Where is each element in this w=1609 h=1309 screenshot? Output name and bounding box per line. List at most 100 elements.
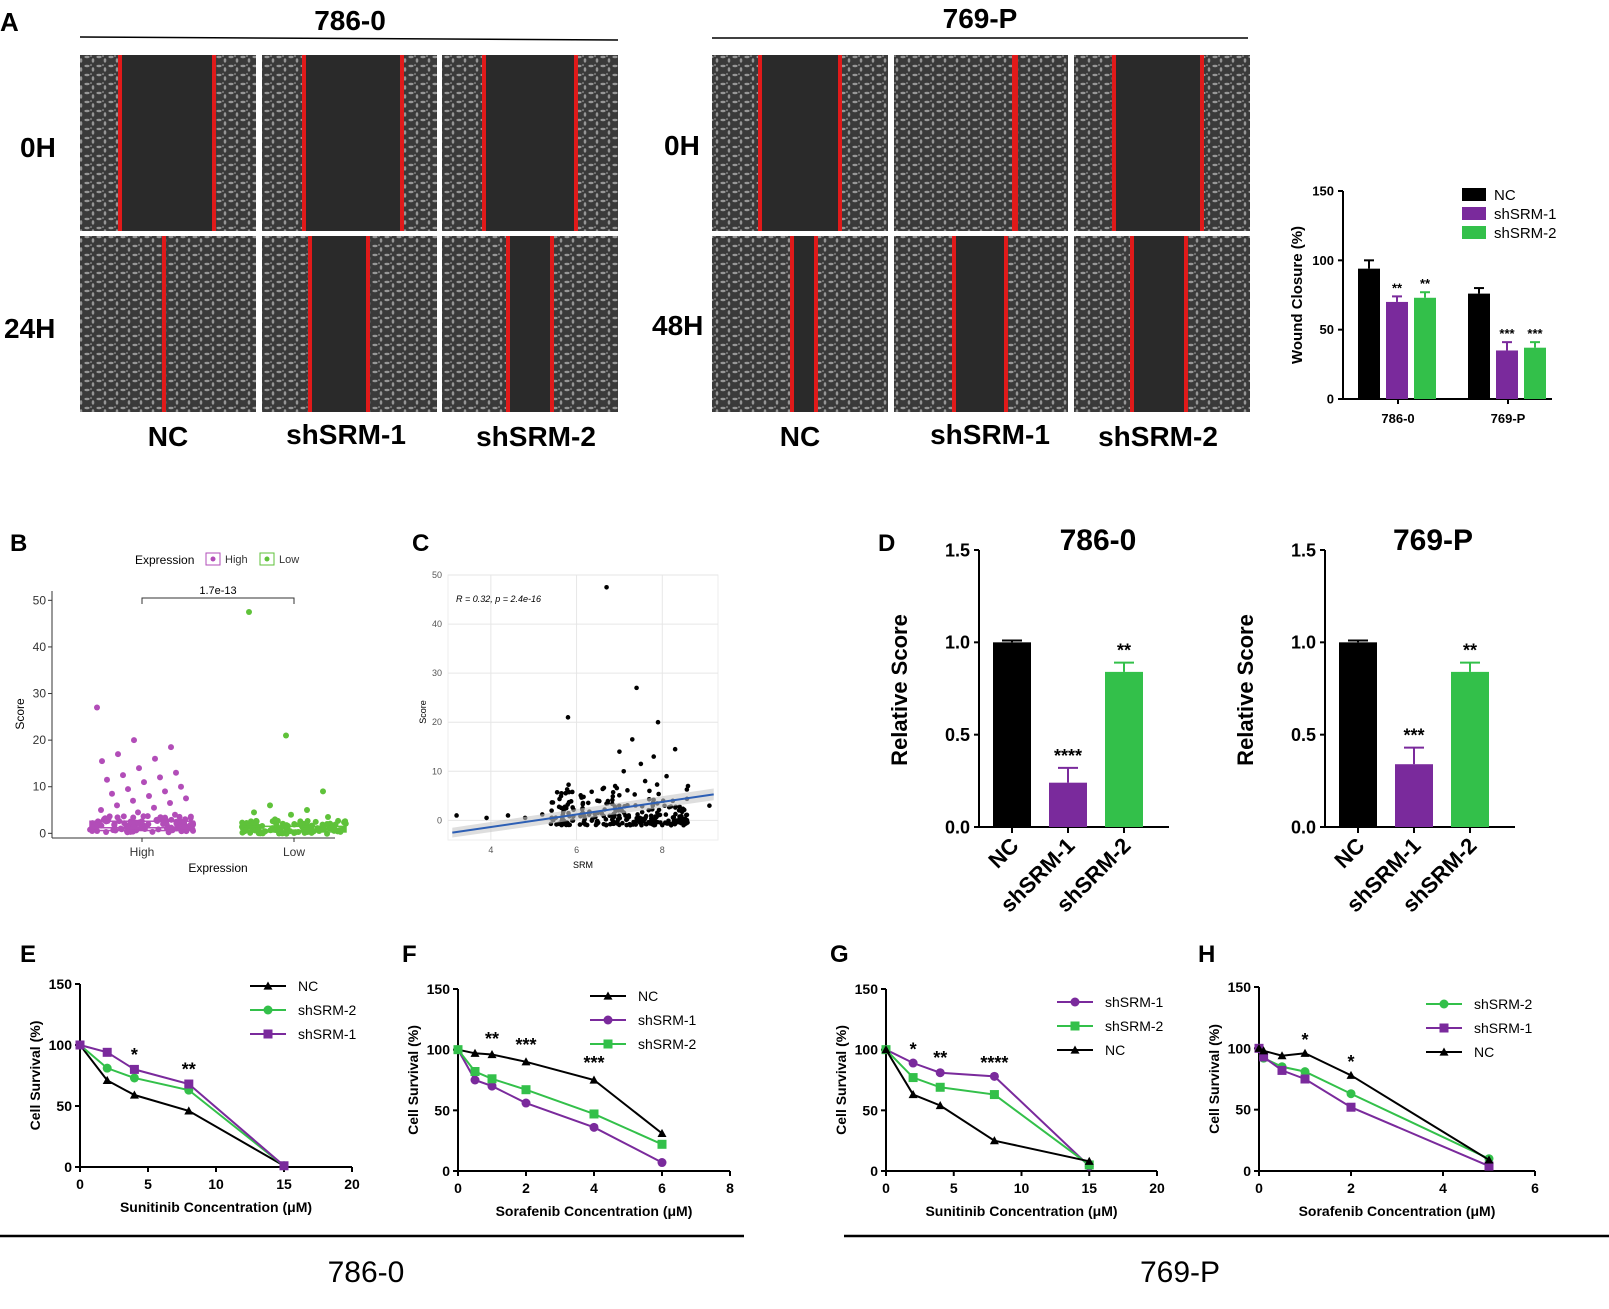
wound-gap bbox=[1132, 236, 1186, 412]
data-point bbox=[621, 768, 627, 774]
y-tick-label: 50 bbox=[432, 570, 442, 580]
data-point bbox=[632, 792, 637, 797]
data-point bbox=[589, 789, 594, 795]
data-point bbox=[657, 1158, 667, 1168]
bar bbox=[1451, 671, 1489, 827]
y-tick-label: 100 bbox=[49, 1037, 73, 1053]
data-point bbox=[1070, 1021, 1080, 1031]
data-point bbox=[98, 807, 104, 814]
legend-label: shSRM-1 bbox=[1474, 1020, 1533, 1036]
y-tick-label: 0.5 bbox=[945, 725, 970, 745]
data-point bbox=[272, 816, 278, 823]
x-tick-label: 10 bbox=[208, 1176, 224, 1192]
d-title: 769-P bbox=[1393, 524, 1473, 557]
correlation-annotation: R = 0.32, p = 2.4e-16 bbox=[456, 594, 541, 604]
data-point bbox=[589, 1122, 599, 1132]
data-point bbox=[1070, 997, 1080, 1007]
data-point bbox=[152, 755, 158, 762]
data-point bbox=[585, 800, 591, 806]
panel-a-right-title: 769-P bbox=[943, 3, 1018, 34]
data-point bbox=[685, 783, 691, 789]
data-point bbox=[612, 783, 618, 789]
y-tick-label: 50 bbox=[862, 1102, 878, 1118]
box bbox=[89, 820, 195, 832]
significance-label: ** bbox=[933, 1048, 947, 1068]
c-x-label: SRM bbox=[573, 860, 593, 870]
sorafenib-786-chart: 0 50 100 150 0 2 4 6 8 Sorafenib Concentration (μ… bbox=[405, 981, 734, 1219]
data-point bbox=[263, 1029, 273, 1039]
data-point bbox=[102, 1047, 112, 1057]
data-point bbox=[638, 761, 644, 767]
significance-label: * bbox=[131, 1045, 138, 1065]
x-tick-label: 5 bbox=[144, 1176, 152, 1192]
microscopy-images bbox=[80, 55, 1250, 412]
bar bbox=[1105, 671, 1143, 827]
y-tick-label: 150 bbox=[49, 976, 73, 992]
significance-label: *** bbox=[1499, 326, 1515, 341]
data-point bbox=[634, 685, 639, 691]
data-point bbox=[677, 804, 682, 810]
x-tick-label: 8 bbox=[726, 1180, 734, 1196]
data-point bbox=[1300, 1048, 1310, 1057]
legend-label: shSRM-2 bbox=[1474, 996, 1533, 1012]
y-tick-label: 50 bbox=[33, 593, 47, 607]
significance-label: **** bbox=[1054, 746, 1082, 766]
data-point bbox=[487, 1050, 497, 1059]
legend-label: NC bbox=[1494, 187, 1516, 204]
legend-label: NC bbox=[298, 978, 318, 994]
data-point bbox=[114, 802, 120, 809]
legend-swatch-dot bbox=[264, 556, 270, 562]
significance-label: *** bbox=[1403, 726, 1424, 746]
condition-shsrm2-right: shSRM-2 bbox=[1098, 421, 1218, 452]
x-tick-label: 20 bbox=[1149, 1180, 1165, 1196]
data-point bbox=[567, 822, 573, 828]
data-point bbox=[550, 800, 556, 805]
row-label-48h: 48H bbox=[652, 310, 703, 341]
data-point bbox=[129, 1073, 139, 1083]
data-point bbox=[637, 815, 643, 821]
bar bbox=[1524, 347, 1546, 399]
data-point bbox=[1070, 1045, 1080, 1054]
a-y-label: Wound Closure (%) bbox=[1289, 226, 1306, 364]
data-point bbox=[109, 790, 115, 797]
data-point bbox=[184, 1079, 194, 1089]
y-tick-label: 0 bbox=[64, 1159, 72, 1175]
micrograph-image bbox=[894, 55, 1068, 231]
data-point bbox=[935, 1082, 945, 1092]
bar bbox=[993, 642, 1031, 827]
data-point bbox=[908, 1058, 918, 1068]
significance-label: *** bbox=[583, 1053, 604, 1073]
x-tick-label: 20 bbox=[344, 1176, 360, 1192]
data-point bbox=[470, 1075, 480, 1085]
data-point bbox=[589, 1075, 599, 1084]
significance-label: ** bbox=[1463, 641, 1477, 661]
x-tick-label: 2 bbox=[1347, 1180, 1355, 1196]
legend-label: NC bbox=[638, 988, 658, 1004]
data-point bbox=[1346, 1070, 1356, 1079]
wound-gap bbox=[1114, 55, 1202, 231]
legend-label: shSRM-1 bbox=[1105, 994, 1164, 1010]
data-point bbox=[484, 815, 489, 821]
data-point bbox=[288, 811, 294, 818]
y-tick-label: 0 bbox=[39, 826, 46, 840]
data-point bbox=[1439, 1023, 1449, 1033]
y-tick-label: 150 bbox=[855, 981, 879, 997]
data-point bbox=[279, 1161, 289, 1171]
data-point bbox=[580, 800, 586, 806]
bar bbox=[1358, 268, 1380, 399]
data-point bbox=[664, 821, 669, 826]
y-tick-label: 20 bbox=[432, 717, 442, 727]
y-tick-label: 0 bbox=[1327, 392, 1334, 407]
x-tick-label: 2 bbox=[522, 1180, 530, 1196]
bar bbox=[1496, 350, 1518, 399]
data-point bbox=[99, 758, 105, 765]
data-point bbox=[1439, 999, 1449, 1009]
data-point bbox=[652, 822, 658, 828]
condition-shsrm2-left: shSRM-2 bbox=[476, 421, 596, 452]
legend-swatch-dot bbox=[210, 556, 216, 562]
data-point bbox=[569, 789, 575, 795]
data-point bbox=[283, 732, 289, 739]
x-tick-label: 0 bbox=[454, 1180, 462, 1196]
data-point bbox=[341, 818, 348, 825]
